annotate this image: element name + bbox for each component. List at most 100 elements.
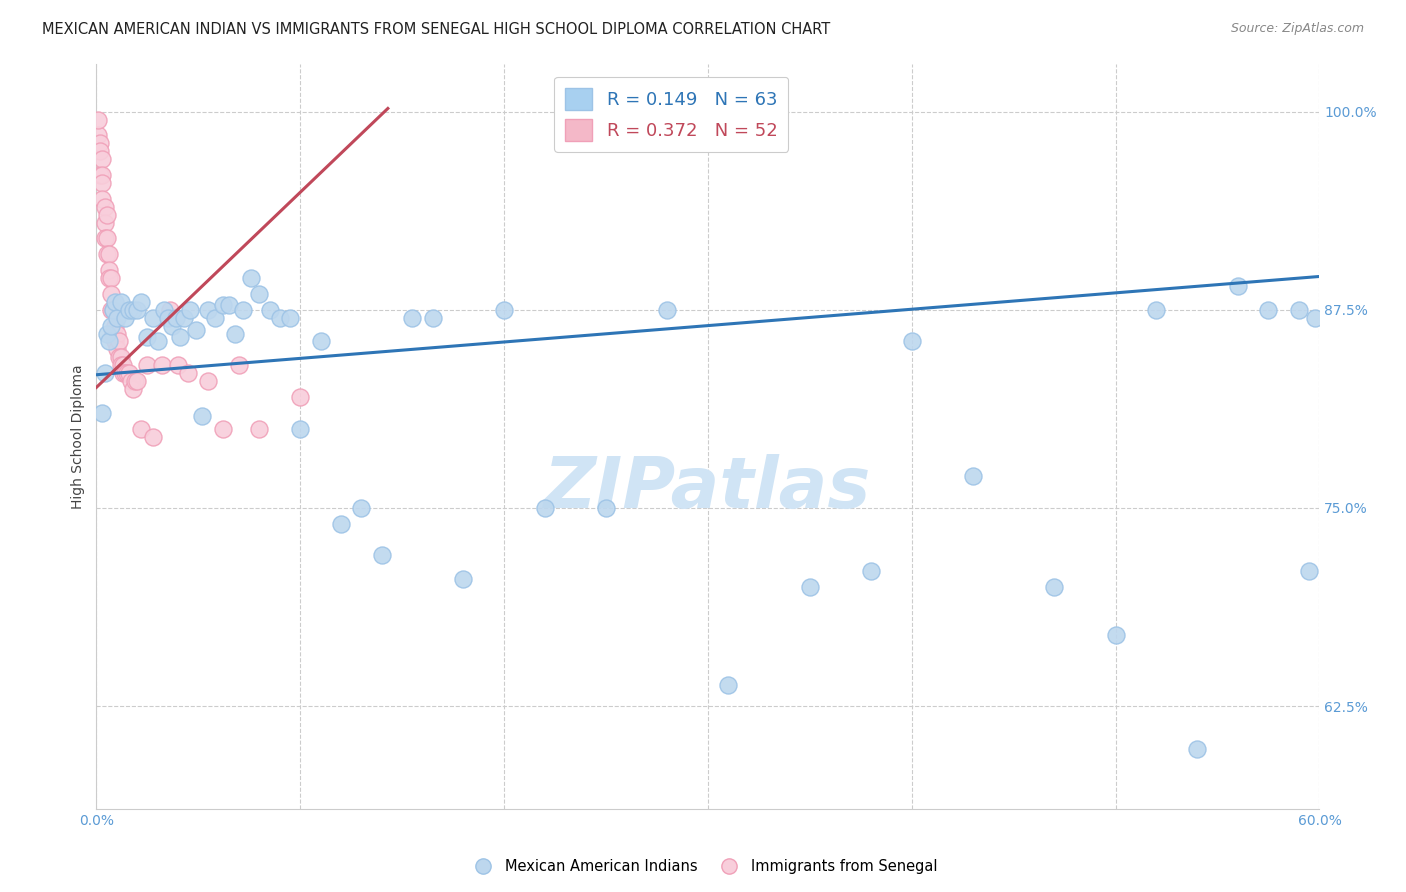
Point [115, 366, 138, 380]
Point [156, 310, 179, 325]
Point [152, 302, 174, 317]
Point [655, 302, 678, 317]
Point [249, 422, 271, 436]
Point [859, 564, 882, 578]
Point [91, 152, 114, 166]
Point [177, 366, 200, 380]
Point [533, 500, 555, 515]
Point [167, 358, 190, 372]
Point [453, 572, 475, 586]
Point [204, 310, 226, 325]
Point [118, 366, 141, 380]
Point [97, 263, 120, 277]
Point [122, 302, 145, 317]
Point [224, 326, 246, 341]
Point [100, 302, 122, 317]
Point [127, 374, 149, 388]
Point [100, 271, 122, 285]
Point [169, 329, 191, 343]
Point [422, 310, 444, 325]
Point [249, 286, 271, 301]
Point [105, 343, 128, 357]
Point [91, 406, 114, 420]
Point [96, 247, 118, 261]
Point [1226, 279, 1249, 293]
Point [96, 326, 118, 341]
Point [104, 318, 127, 333]
Text: ZIPatlas: ZIPatlas [544, 454, 872, 524]
Point [1185, 742, 1208, 756]
Point [129, 294, 152, 309]
Point [105, 310, 128, 325]
Point [186, 323, 208, 337]
Point [1144, 302, 1167, 317]
Point [290, 390, 312, 404]
Point [173, 310, 195, 325]
Point [87, 128, 110, 143]
Point [127, 302, 149, 317]
Point [89, 145, 111, 159]
Point [1298, 564, 1320, 578]
Point [93, 216, 115, 230]
Point [160, 318, 183, 333]
Point [93, 231, 115, 245]
Point [1288, 302, 1310, 317]
Point [100, 286, 122, 301]
Point [1305, 310, 1327, 325]
Point [232, 302, 254, 317]
Point [97, 271, 120, 285]
Point [122, 382, 145, 396]
Point [371, 549, 394, 563]
Point [309, 334, 332, 349]
Point [1257, 302, 1279, 317]
Point [118, 302, 141, 317]
Point [107, 351, 129, 365]
Point [120, 374, 142, 388]
Point [104, 294, 127, 309]
Point [269, 310, 291, 325]
Point [101, 302, 124, 317]
Point [89, 136, 111, 151]
Point [211, 422, 233, 436]
Point [91, 176, 114, 190]
Point [259, 302, 281, 317]
Legend: Mexican American Indians, Immigrants from Senegal: Mexican American Indians, Immigrants fro… [463, 854, 943, 880]
Point [142, 429, 165, 443]
Point [717, 678, 740, 692]
Point [494, 302, 516, 317]
Point [129, 422, 152, 436]
Text: Source: ZipAtlas.com: Source: ZipAtlas.com [1230, 22, 1364, 36]
Point [100, 318, 122, 333]
Point [179, 302, 201, 317]
Point [962, 469, 984, 483]
Point [290, 422, 312, 436]
Point [150, 358, 173, 372]
Point [142, 310, 165, 325]
Y-axis label: High School Diploma: High School Diploma [72, 364, 86, 508]
Point [110, 351, 132, 365]
Point [93, 200, 115, 214]
Point [107, 334, 129, 349]
Point [105, 326, 128, 341]
Point [401, 310, 423, 325]
Point [146, 334, 169, 349]
Point [799, 580, 821, 594]
Point [124, 374, 146, 388]
Point [1043, 580, 1066, 594]
Point [93, 366, 115, 380]
Point [96, 231, 118, 245]
Point [110, 294, 132, 309]
Point [91, 168, 114, 182]
Point [87, 112, 110, 127]
Point [197, 302, 219, 317]
Point [900, 334, 922, 349]
Point [104, 334, 127, 349]
Point [165, 310, 187, 325]
Point [1104, 628, 1126, 642]
Point [101, 302, 124, 317]
Point [350, 500, 373, 515]
Point [101, 326, 124, 341]
Point [114, 366, 136, 380]
Point [96, 208, 118, 222]
Point [197, 374, 219, 388]
